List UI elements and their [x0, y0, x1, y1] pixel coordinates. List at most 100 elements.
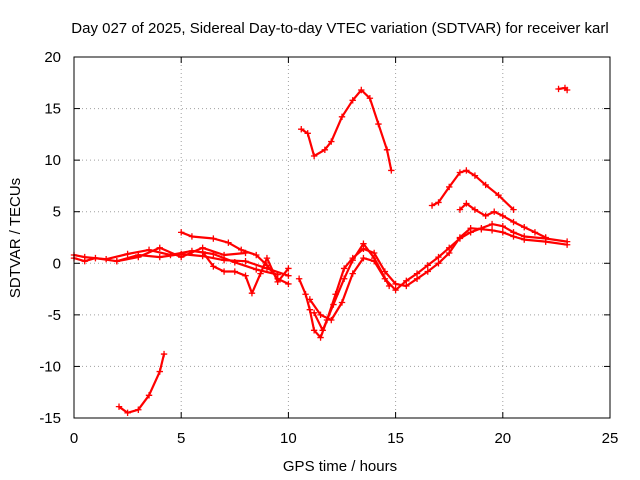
data-point: [319, 327, 326, 334]
data-point: [306, 306, 314, 313]
data-point: [478, 225, 485, 232]
data-point: [499, 212, 506, 220]
data-point: [446, 244, 453, 252]
data-point: [555, 85, 562, 93]
data-point: [302, 291, 309, 298]
data-point: [328, 316, 335, 324]
data-point: [413, 270, 421, 277]
data-point: [188, 233, 196, 240]
data-point: [521, 223, 528, 231]
data-point: [471, 206, 479, 213]
y-tick-label: 10: [44, 152, 61, 169]
data-point: [317, 334, 324, 341]
data-point: [338, 299, 346, 306]
data-point: [521, 233, 528, 240]
data-point: [178, 253, 185, 261]
data-point: [456, 169, 464, 176]
x-tick-label: 10: [280, 430, 297, 447]
plot-area-frame: [73, 56, 611, 419]
x-tick-label: 15: [387, 430, 404, 447]
data-point: [310, 327, 318, 334]
series-arc-16-20: [428, 167, 517, 213]
data-point: [499, 222, 506, 230]
data-point: [156, 368, 163, 375]
data-point: [248, 289, 256, 297]
y-tick-label: 5: [53, 204, 61, 221]
data-point: [510, 206, 517, 213]
y-tick-label: -15: [39, 410, 61, 427]
data-point: [257, 270, 264, 277]
x-tick-label: 20: [494, 430, 511, 447]
data-point: [124, 409, 131, 417]
data-point: [156, 253, 163, 261]
grid-lines: [74, 57, 610, 418]
data-point: [510, 218, 517, 226]
data-point: [340, 265, 348, 272]
y-axis-label: SDTVAR / TECUs: [7, 178, 24, 298]
data-point: [388, 167, 395, 174]
data-point: [385, 282, 393, 290]
data-point: [321, 146, 329, 154]
y-tick-label: -5: [48, 307, 61, 324]
data-point: [456, 206, 464, 213]
data-point: [435, 253, 442, 261]
data-point: [360, 240, 367, 247]
data-point: [471, 172, 479, 179]
data-point: [115, 403, 123, 410]
data-point: [340, 275, 348, 282]
data-point: [304, 130, 311, 137]
data-point: [253, 266, 260, 273]
data-point: [563, 86, 571, 94]
chart-title: Day 027 of 2025, Sidereal Day-to-day VTE…: [71, 20, 608, 37]
data-point: [403, 277, 410, 285]
data-point: [542, 234, 549, 241]
y-tick-label: 20: [44, 49, 61, 66]
series-line: [201, 250, 290, 295]
series-arc-6-10: [199, 248, 292, 297]
y-tick-label: 15: [44, 101, 61, 118]
data-point: [482, 181, 489, 189]
data-point: [220, 251, 228, 259]
data-point: [306, 296, 314, 303]
data-point: [435, 199, 442, 206]
data-point: [482, 212, 489, 220]
data-point: [242, 258, 249, 265]
data-point: [424, 268, 431, 275]
data-point: [360, 254, 367, 262]
data-point: [242, 272, 249, 279]
data-point: [463, 200, 470, 207]
series-arc-dip-c: [310, 240, 393, 334]
data-point: [210, 235, 217, 242]
data-point: [467, 229, 474, 236]
data-point: [102, 255, 110, 263]
data-point: [156, 244, 163, 252]
data-point: [349, 270, 356, 277]
data-point: [330, 301, 337, 308]
data-point: [145, 392, 153, 399]
y-tick-label: -10: [39, 358, 61, 375]
data-point: [531, 229, 539, 236]
data-point: [285, 265, 292, 272]
data-point: [463, 167, 470, 174]
series-arc-low-start: [115, 350, 168, 417]
data-point: [310, 152, 318, 160]
data-point: [225, 239, 232, 246]
data-point: [488, 220, 496, 228]
data-point: [263, 254, 271, 262]
series-arc-late: [555, 84, 571, 94]
data-point: [210, 263, 217, 270]
series-arc-10-15: [298, 86, 395, 174]
data-point: [160, 350, 168, 358]
series-arc-18-22: [456, 200, 549, 241]
axis-ticks: 0 5 10 15 20 25 -15 -10 -5 0 5 10 15 20: [39, 49, 618, 447]
data-point: [491, 208, 498, 215]
data-point: [274, 278, 281, 286]
data-point: [113, 258, 121, 265]
data-point: [135, 253, 142, 261]
data-point: [370, 254, 378, 262]
data-point: [428, 202, 436, 209]
data-point: [338, 113, 346, 121]
series-line: [313, 242, 391, 332]
data-point: [285, 280, 292, 288]
x-tick-label: 0: [70, 430, 78, 447]
